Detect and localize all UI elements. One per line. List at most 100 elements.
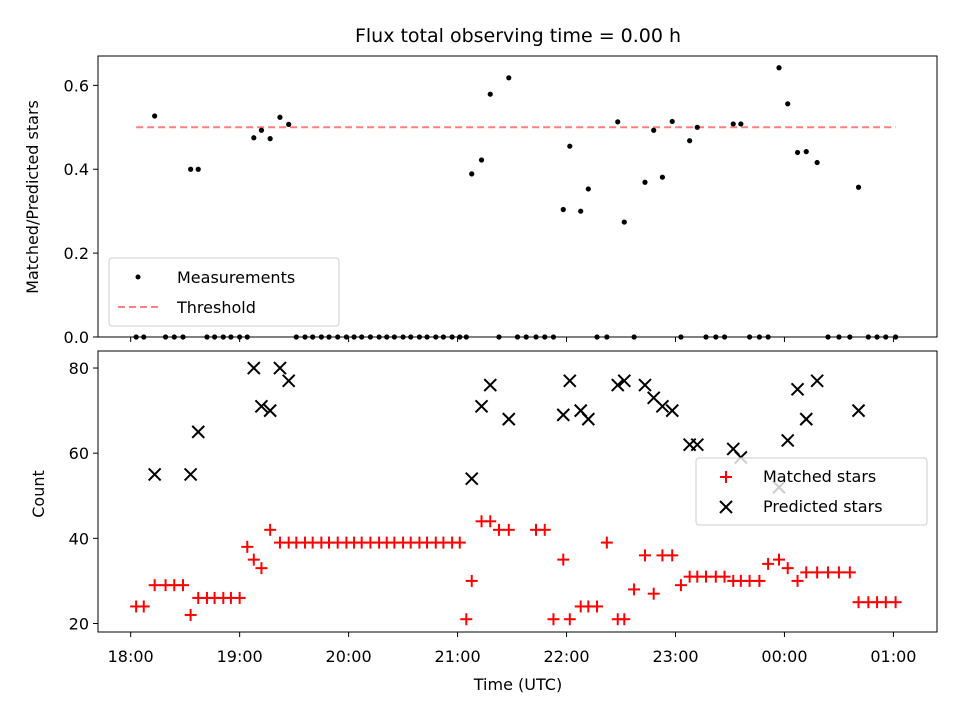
x-tick-label: 19:00 bbox=[217, 647, 263, 666]
measurement-point bbox=[765, 334, 771, 340]
predicted-star-point bbox=[465, 472, 479, 486]
x-tick-label: 20:00 bbox=[326, 647, 372, 666]
measurement-point bbox=[578, 208, 584, 214]
predicted-star-point bbox=[273, 361, 287, 375]
bottom-legend: Matched stars Predicted stars bbox=[695, 457, 928, 526]
measurement-point bbox=[738, 121, 744, 127]
measurement-point bbox=[343, 334, 350, 340]
predicted-x-b bbox=[655, 399, 670, 414]
measurement-point bbox=[756, 334, 762, 340]
legend-matched-label: Matched stars bbox=[763, 467, 876, 486]
measurement-point bbox=[228, 334, 234, 340]
bottom-y-tick-label: 60 bbox=[69, 444, 89, 463]
bottom-y-ticks: 20 40 60 80 bbox=[69, 359, 98, 633]
matched-star-point bbox=[666, 549, 679, 562]
bottom-plot-frame bbox=[97, 350, 938, 633]
predicted-x-b bbox=[665, 403, 679, 418]
predicted-star-point bbox=[581, 412, 596, 426]
measurement-point bbox=[621, 219, 627, 225]
measurement-point bbox=[376, 334, 382, 340]
predicted-x-b bbox=[781, 433, 795, 448]
predicted-star-point bbox=[665, 403, 679, 418]
measurement-point bbox=[351, 334, 357, 340]
measurement-point bbox=[794, 149, 801, 156]
matched-star-point bbox=[762, 557, 775, 570]
measurement-point bbox=[730, 121, 736, 127]
measurement-point bbox=[162, 334, 169, 340]
measurement-point bbox=[669, 118, 675, 125]
x-tick-label: 23:00 bbox=[652, 647, 698, 666]
measurement-point bbox=[506, 75, 512, 81]
measurement-point bbox=[416, 334, 423, 340]
matched-star-point bbox=[233, 591, 246, 604]
predicted-star-point bbox=[799, 412, 813, 426]
predicted-x-b bbox=[851, 403, 866, 418]
predicted-x-b bbox=[147, 467, 162, 482]
measurement-point bbox=[310, 334, 316, 340]
measurement-point bbox=[251, 135, 257, 141]
measurement-point bbox=[847, 334, 853, 340]
predicted-x-b bbox=[465, 472, 479, 486]
predicted-x-b bbox=[638, 378, 652, 392]
predicted-star-point bbox=[556, 408, 570, 422]
predicted-star-point bbox=[147, 467, 162, 482]
matched-star-point bbox=[460, 613, 473, 626]
predicted-star-point bbox=[790, 382, 805, 397]
legend-matched-marker bbox=[720, 471, 732, 483]
predicted-star-point bbox=[851, 403, 866, 418]
measurement-point bbox=[424, 334, 430, 340]
matched-star-point bbox=[184, 608, 197, 621]
measurement-point bbox=[825, 334, 831, 340]
x-tick-label: 01:00 bbox=[870, 647, 916, 666]
measurement-point bbox=[651, 127, 657, 133]
matched-star-point bbox=[811, 566, 824, 579]
predicted-star-point bbox=[810, 374, 824, 388]
measurement-point bbox=[384, 334, 390, 340]
measurement-point bbox=[604, 334, 610, 340]
top-legend-frame bbox=[108, 257, 340, 327]
top-y-tick-label: 0.0 bbox=[64, 328, 89, 347]
measurement-point bbox=[514, 334, 521, 340]
measurement-point bbox=[318, 334, 324, 340]
predicted-x-b bbox=[690, 437, 704, 452]
x-tick-label: 18:00 bbox=[108, 647, 154, 666]
measurement-point bbox=[171, 334, 177, 340]
measurement-point bbox=[803, 149, 809, 155]
predicted-x-b bbox=[581, 412, 596, 426]
predicted-x-b bbox=[254, 399, 269, 414]
measurement-point bbox=[687, 138, 693, 144]
predicted-star-point bbox=[247, 361, 261, 375]
measurement-point bbox=[865, 334, 871, 340]
predicted-star-point bbox=[483, 378, 497, 392]
matched-star-point bbox=[718, 570, 731, 583]
measurement-point bbox=[286, 121, 292, 127]
measurement-point bbox=[133, 334, 139, 340]
measurement-point bbox=[293, 334, 299, 340]
matched-star-point bbox=[628, 583, 641, 596]
measurement-point bbox=[469, 171, 475, 177]
predicted-star-point bbox=[254, 399, 269, 414]
matched-star-point bbox=[600, 536, 613, 549]
predicted-x-b bbox=[183, 467, 198, 482]
measurement-point bbox=[642, 179, 648, 185]
measurement-point bbox=[814, 159, 820, 166]
matched-star-point bbox=[889, 596, 902, 609]
predicted-x-b bbox=[799, 412, 813, 426]
x-axis-title: Time (UTC) bbox=[473, 675, 562, 694]
predicted-star-point bbox=[611, 378, 625, 392]
measurement-point bbox=[487, 91, 493, 97]
measurement-point bbox=[631, 334, 637, 340]
predicted-star-point bbox=[781, 433, 795, 448]
matched-star-point bbox=[674, 579, 687, 592]
predicted-x-b bbox=[273, 361, 287, 375]
measurement-point bbox=[594, 334, 600, 340]
matched-star-point bbox=[148, 579, 161, 592]
top-y-ticks: 0.0 0.2 0.4 0.6 bbox=[64, 76, 98, 347]
matched-star-point bbox=[791, 574, 804, 587]
matched-star-point bbox=[255, 562, 268, 575]
predicted-x-b bbox=[556, 408, 570, 422]
bottom-y-tick-label: 20 bbox=[69, 614, 89, 633]
measurement-point bbox=[478, 157, 485, 163]
